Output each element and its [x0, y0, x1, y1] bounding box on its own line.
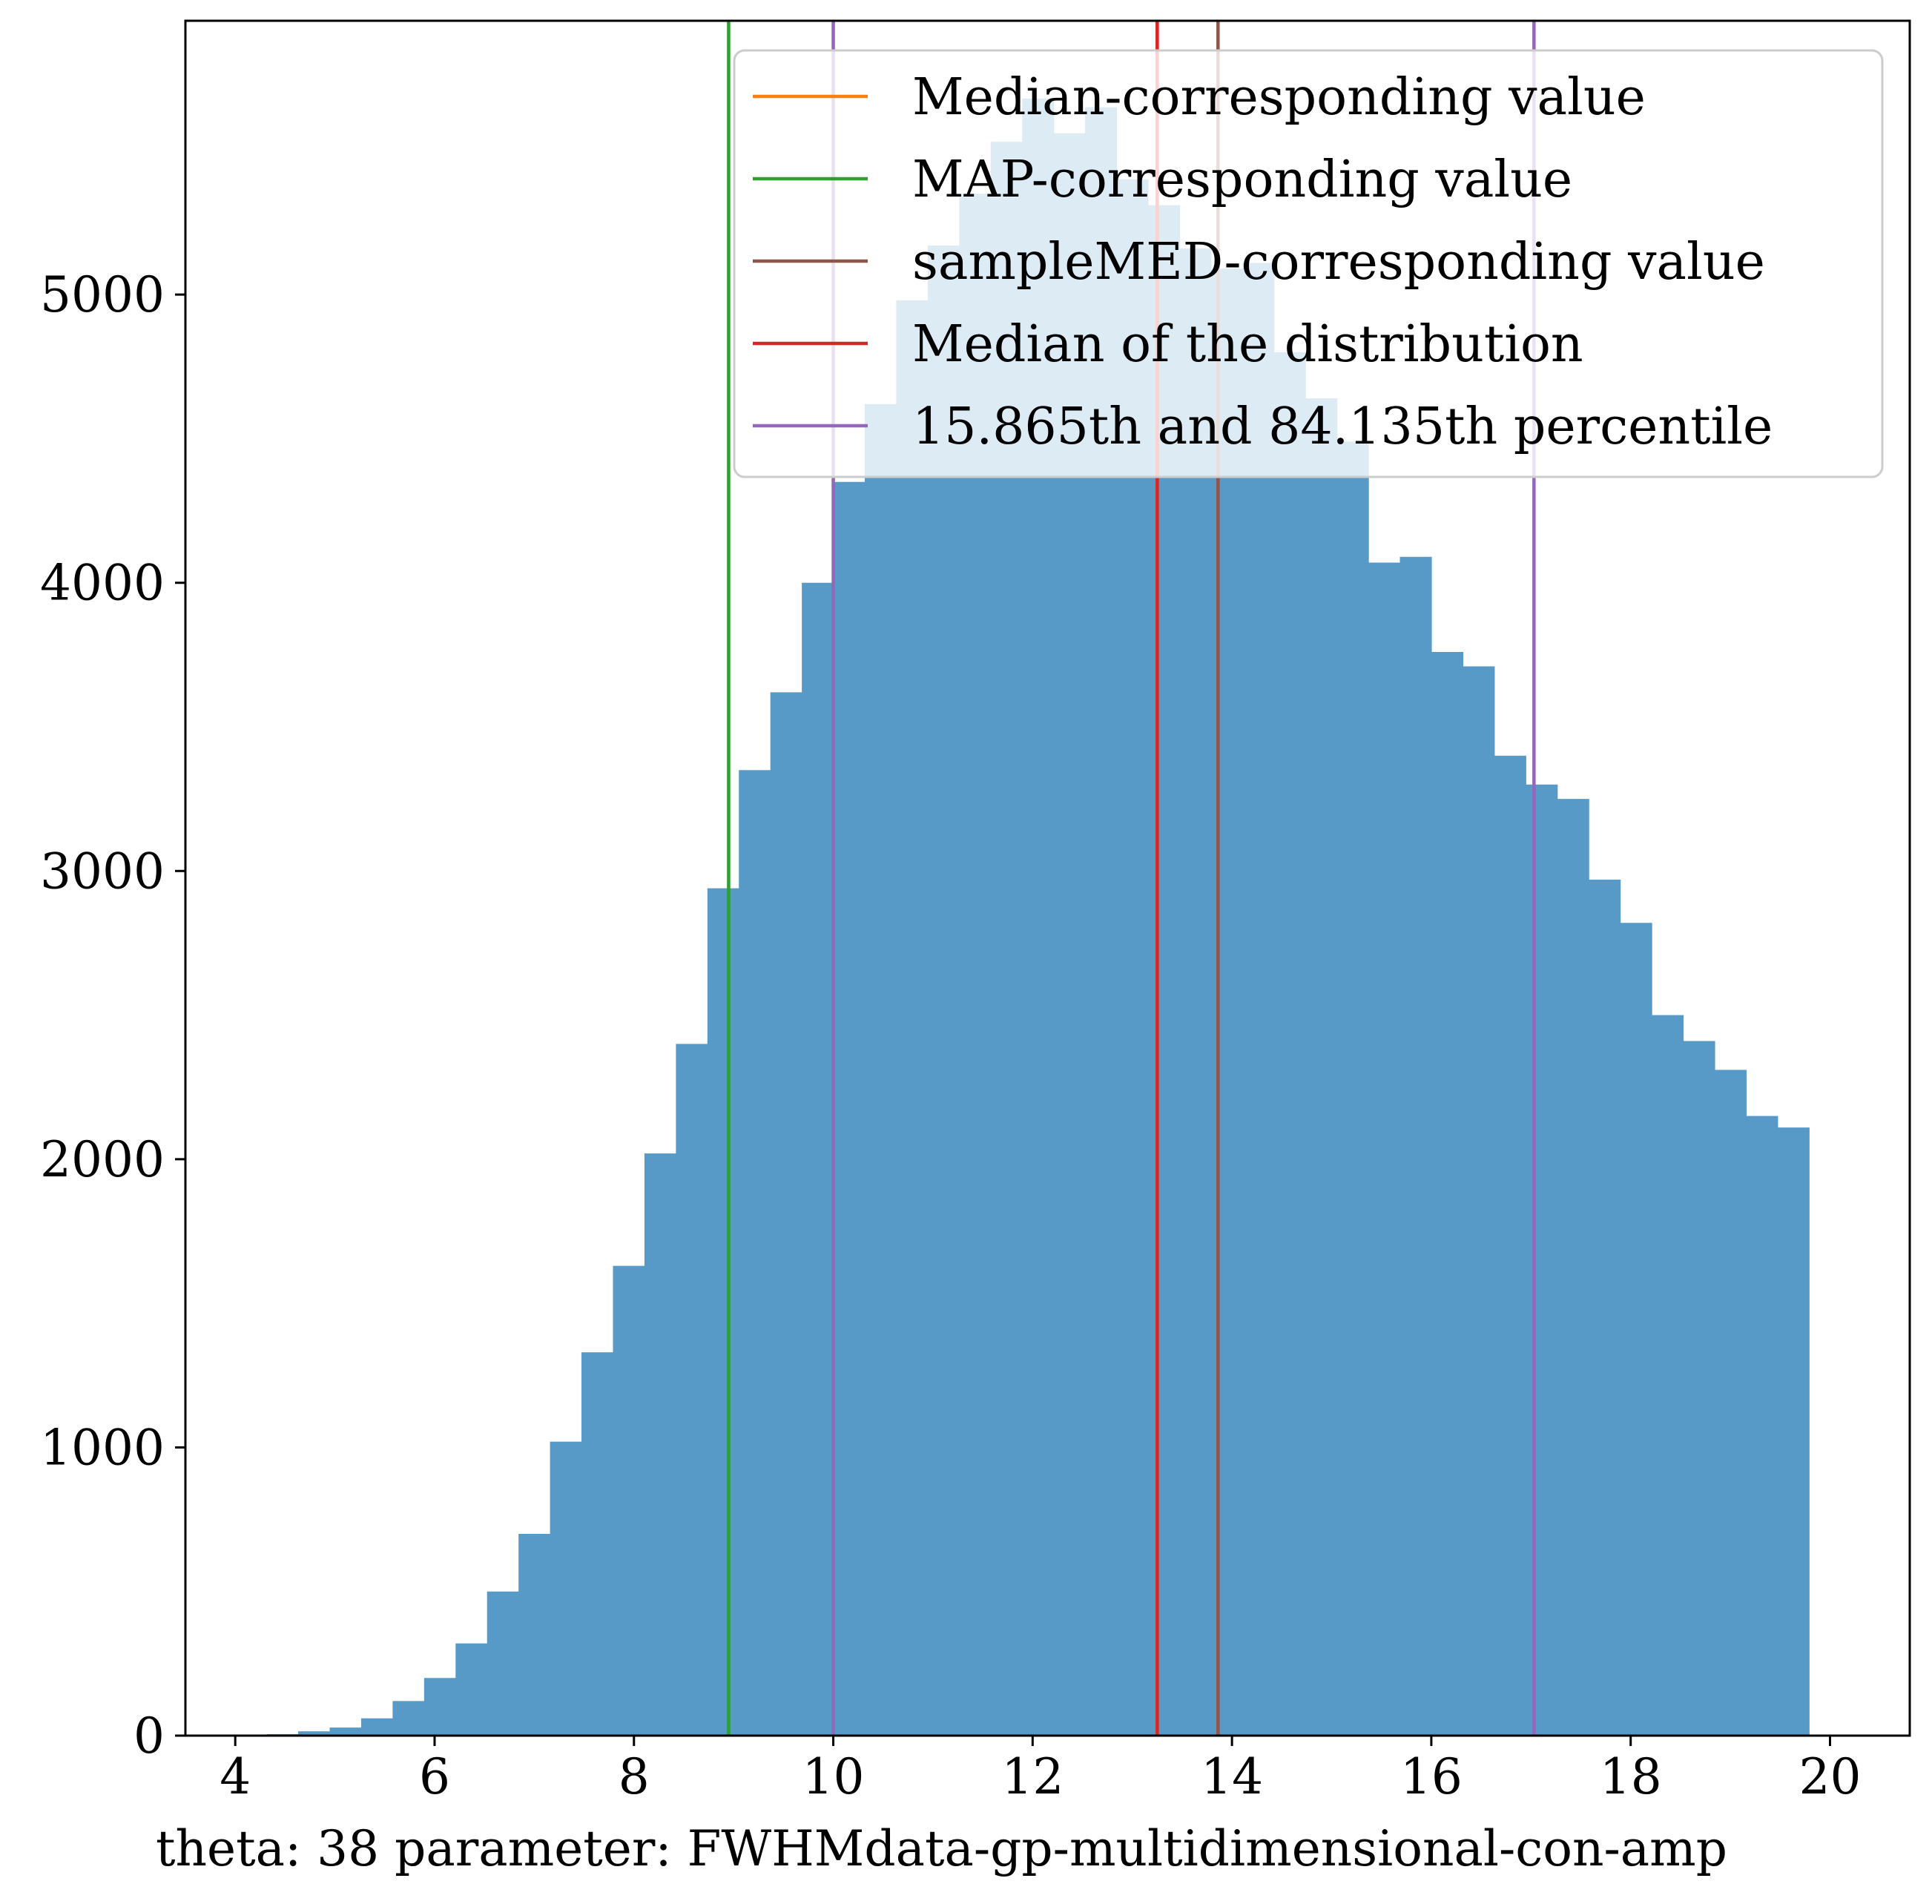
histogram-bar	[1589, 879, 1621, 1736]
histogram-bar	[1210, 269, 1243, 1736]
x-tick-label: 14	[1201, 1748, 1263, 1805]
legend-label: Median of the distribution	[912, 315, 1583, 374]
histogram-bar	[550, 1441, 582, 1736]
histogram-bar	[644, 1153, 676, 1736]
y-tick-label: 3000	[40, 843, 165, 900]
histogram-bar	[1336, 441, 1369, 1736]
histogram-bar	[1273, 352, 1306, 1736]
histogram-bar	[1242, 263, 1275, 1736]
histogram-bar	[833, 481, 866, 1736]
legend-label: MAP-corresponding value	[912, 151, 1572, 209]
histogram-bar	[1368, 562, 1401, 1736]
histogram-bar	[1305, 398, 1338, 1736]
x-tick-label: 6	[419, 1748, 450, 1805]
histogram-bar	[1179, 248, 1212, 1736]
histogram-bar	[1777, 1127, 1810, 1736]
histogram-bar	[1526, 784, 1558, 1736]
histogram-bar	[1431, 651, 1464, 1736]
y-tick-label: 4000	[40, 555, 165, 612]
plot-frame	[184, 19, 1911, 1737]
histogram-bar	[487, 1591, 519, 1736]
histogram-bar	[1494, 755, 1526, 1736]
y-tick-label: 1000	[40, 1419, 165, 1476]
histogram-bar	[360, 1718, 394, 1736]
histogram-bar	[613, 1265, 645, 1736]
histogram-bar	[455, 1643, 488, 1736]
histogram-bar	[927, 246, 960, 1736]
y-tick-label: 2000	[40, 1131, 165, 1188]
histogram-bar	[676, 1044, 708, 1736]
histogram-bar	[1746, 1116, 1778, 1736]
legend: Median-corresponding value MAP-correspond…	[733, 49, 1884, 478]
x-tick-label: 8	[619, 1748, 650, 1805]
histogram-bar	[392, 1701, 425, 1736]
legend-label: Median-corresponding value	[912, 68, 1646, 127]
x-axis-ticks: 4 6 8 10 12 14 16 18 20	[220, 1736, 1861, 1805]
x-tick-label: 16	[1400, 1748, 1463, 1805]
y-tick-label: 5000	[40, 266, 165, 323]
y-tick-label: 0	[133, 1707, 165, 1765]
x-tick-label: 20	[1799, 1748, 1861, 1805]
legend-label: 15.865th and 84.135th percentile	[912, 398, 1773, 456]
y-axis-ticks: 0 1000 2000 3000 4000 5000	[40, 266, 185, 1765]
histogram-bar	[329, 1727, 362, 1736]
histogram-bar	[739, 770, 771, 1736]
histogram-bar	[518, 1534, 551, 1736]
x-tick-label: 10	[802, 1748, 865, 1805]
histogram-bar	[1557, 799, 1589, 1736]
histogram-bar	[802, 582, 834, 1736]
histogram-bar	[896, 300, 929, 1736]
histogram-bar	[581, 1352, 614, 1736]
x-tick-label: 12	[1001, 1748, 1064, 1805]
histogram-bar	[865, 403, 897, 1736]
histogram-bar	[1463, 666, 1495, 1736]
histogram-bar	[298, 1731, 331, 1736]
histogram-bar	[1714, 1070, 1747, 1736]
x-tick-label: 18	[1600, 1748, 1662, 1805]
x-axis-label: theta: 38 parameter: FWHMdata-gp-multidi…	[156, 1820, 1727, 1877]
histogram-bar	[707, 888, 739, 1736]
legend-box	[733, 49, 1884, 478]
histogram-bar	[1399, 556, 1432, 1736]
legend-label: sampleMED-corresponding value	[912, 233, 1765, 291]
histogram-bar	[1652, 1015, 1684, 1736]
histogram-bar	[1620, 923, 1652, 1736]
histogram-bar	[1683, 1041, 1715, 1736]
x-tick-label: 4	[220, 1748, 251, 1805]
histogram-bar	[423, 1678, 456, 1736]
histogram-bar	[770, 692, 802, 1736]
